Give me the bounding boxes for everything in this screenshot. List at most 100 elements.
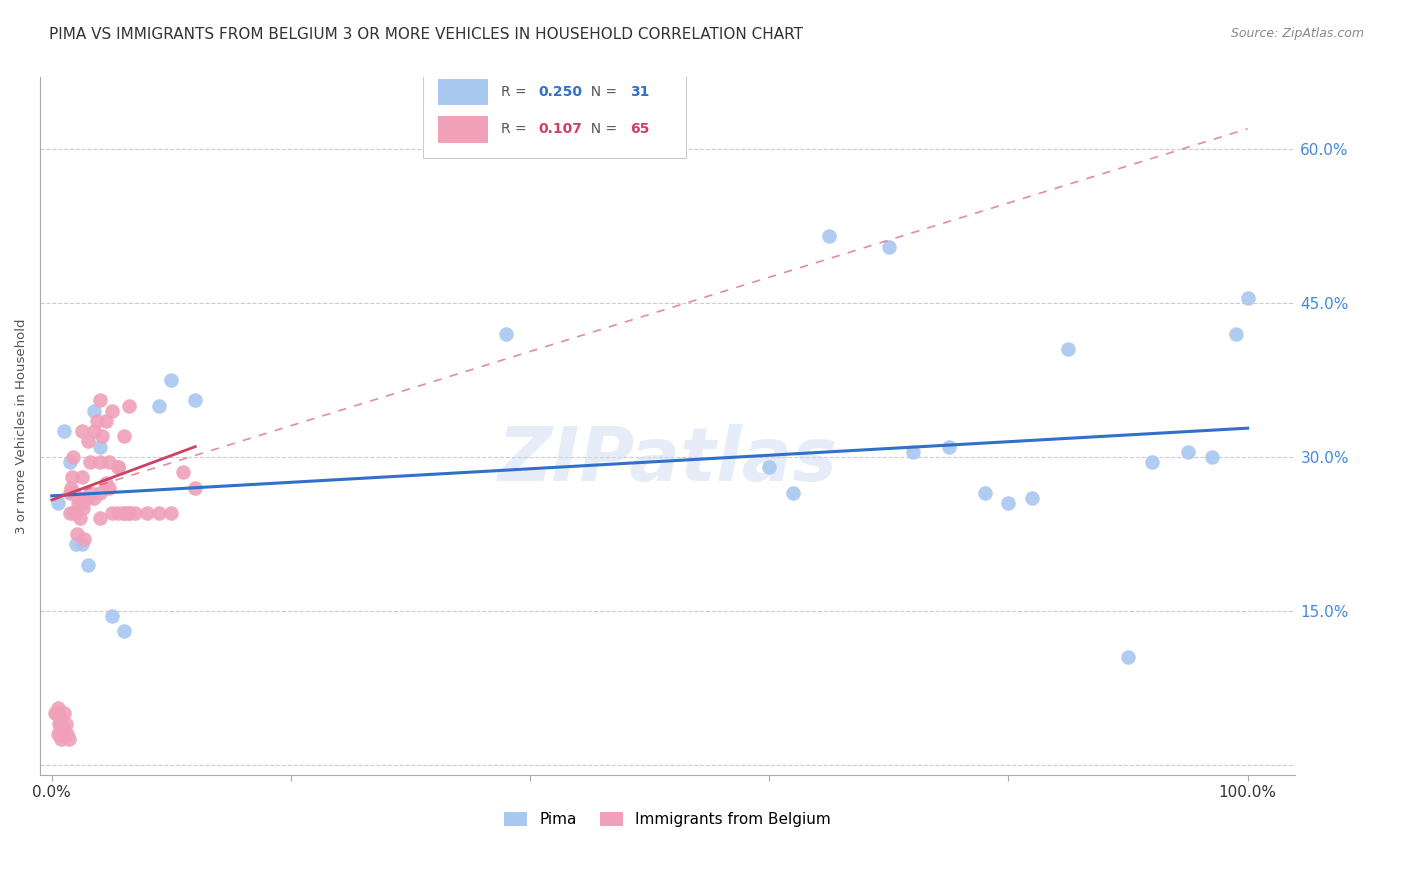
Point [48,716,70,731]
Point [70,424,93,438]
Point [45,706,67,721]
Point [98,455,121,469]
Point [56,727,79,741]
Point [83,491,105,505]
Point [52,727,75,741]
Point [1021,491,1043,505]
Point [758,460,780,475]
Point [83,403,105,417]
Point [59,485,82,500]
Point [46,496,69,510]
Point [124,506,146,520]
Point [65,506,87,520]
Point [112,506,135,520]
Point [160,373,183,387]
Point [70,470,93,484]
Point [782,485,804,500]
Point [79,455,101,469]
Point [98,481,121,495]
Point [52,424,75,438]
Point [89,393,111,408]
Point [51,716,73,731]
Point [160,506,183,520]
Point [877,240,900,254]
Point [118,399,141,413]
Point [118,506,141,520]
Point [49,711,72,725]
Point [60,470,83,484]
Point [100,506,122,520]
Point [901,444,924,458]
Text: R =: R = [501,122,530,136]
Point [89,485,111,500]
Point [72,501,94,516]
Point [46,727,69,741]
Text: Source: ZipAtlas.com: Source: ZipAtlas.com [1230,27,1364,40]
Point [70,496,93,510]
Point [67,491,90,505]
Text: R =: R = [501,85,530,99]
Point [1057,342,1080,356]
Point [107,460,129,475]
Point [184,393,207,408]
Point [69,511,91,525]
FancyBboxPatch shape [423,63,686,158]
Point [1225,326,1247,341]
Text: 0.107: 0.107 [538,122,582,136]
Point [52,706,75,721]
Point [112,624,135,639]
Point [118,506,141,520]
Point [1177,444,1199,458]
Text: 31: 31 [630,85,650,99]
Point [51,722,73,736]
Text: N =: N = [582,85,621,99]
Point [59,506,82,520]
Point [83,424,105,438]
Point [184,481,207,495]
Point [75,491,97,505]
FancyBboxPatch shape [437,78,488,105]
Point [46,701,69,715]
Point [80,485,103,500]
Legend: Pima, Immigrants from Belgium: Pima, Immigrants from Belgium [498,806,837,833]
Point [94,414,117,428]
Point [70,537,93,551]
Point [89,455,111,469]
FancyBboxPatch shape [437,116,488,143]
Text: PIMA VS IMMIGRANTS FROM BELGIUM 3 OR MORE VEHICLES IN HOUSEHOLD CORRELATION CHAR: PIMA VS IMMIGRANTS FROM BELGIUM 3 OR MOR… [49,27,803,42]
Point [62,506,84,520]
Point [100,403,122,417]
Point [94,475,117,490]
Point [89,440,111,454]
Point [44,706,66,721]
Point [89,511,111,525]
Point [63,485,86,500]
Point [112,506,135,520]
Point [76,558,98,572]
Text: 0.250: 0.250 [538,85,582,99]
Point [1140,455,1163,469]
Point [136,506,159,520]
Point [107,460,129,475]
Point [58,731,80,746]
Point [76,491,98,505]
Point [55,716,77,731]
Y-axis label: 3 or more Vehicles in Household: 3 or more Vehicles in Household [15,318,28,534]
Point [495,326,517,341]
Point [938,440,960,454]
Point [62,450,84,464]
Point [973,485,995,500]
Point [91,429,114,443]
Point [818,229,841,244]
Point [51,731,73,746]
Point [1116,649,1139,664]
Point [148,399,170,413]
Point [66,526,89,541]
Point [65,537,87,551]
Point [107,506,129,520]
Point [148,506,170,520]
Point [1236,291,1258,305]
Point [59,481,82,495]
Point [997,496,1019,510]
Point [49,727,72,741]
